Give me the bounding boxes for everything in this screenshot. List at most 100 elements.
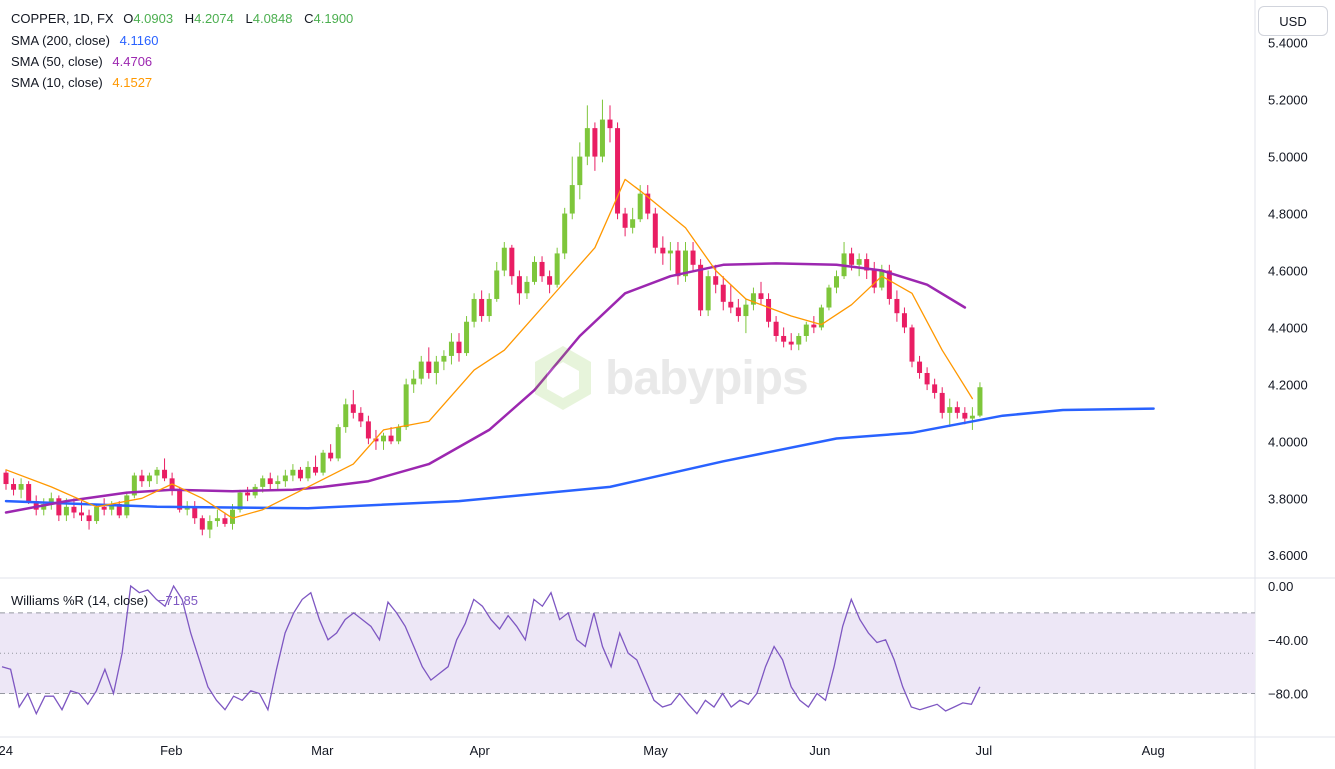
williams-r-line: [1, 584, 981, 716]
candle: [977, 382, 983, 418]
babypips-logo-icon: [535, 346, 591, 410]
symbol-label[interactable]: COPPER, 1D, FX: [11, 11, 114, 26]
open-key: O: [123, 11, 134, 26]
candle: [320, 449, 326, 476]
candle: [139, 469, 145, 487]
candle: [464, 316, 470, 356]
williams-r-legend[interactable]: Williams %R (14, close) −71.85: [11, 590, 198, 611]
candle: [426, 347, 432, 379]
candle: [924, 367, 930, 391]
candle: [305, 461, 311, 482]
sma50-legend[interactable]: SMA (50, close) 4.4706: [11, 51, 152, 72]
watermark-text: babypips: [605, 351, 809, 405]
candle: [818, 304, 824, 331]
sma200-label: SMA (200, close): [11, 33, 110, 48]
time-tick-label: Aug: [1142, 743, 1165, 758]
candle: [962, 407, 968, 425]
candle: [350, 390, 356, 419]
sma50-line: [4, 262, 967, 514]
candle: [433, 355, 439, 385]
candle: [841, 242, 847, 280]
candle: [660, 236, 666, 265]
time-tick-label: Mar: [311, 743, 334, 758]
candle: [282, 469, 288, 487]
candle: [154, 466, 160, 485]
candle: [26, 481, 32, 504]
candle: [667, 242, 673, 271]
currency-button[interactable]: USD: [1258, 6, 1328, 36]
candle: [56, 495, 62, 522]
wr-tick-label: 0.00: [1268, 579, 1293, 594]
candle: [728, 284, 734, 314]
high-key: H: [184, 11, 195, 26]
sma200-legend[interactable]: SMA (200, close) 4.1160: [11, 30, 158, 51]
candle: [131, 472, 137, 499]
candle: [11, 478, 17, 496]
candle: [222, 512, 228, 527]
candle: [856, 253, 862, 277]
candle: [267, 472, 273, 490]
candle: [207, 515, 213, 539]
sma10-line: [5, 178, 974, 519]
candle: [192, 501, 198, 524]
high-value: 4.2074: [194, 11, 234, 26]
candle: [645, 185, 651, 220]
candle: [683, 242, 688, 282]
candle: [86, 509, 92, 530]
axes: 5.4000 5.2000 5.0000 4.8000 4.6000 4.4000 4.20…: [0, 36, 1308, 758]
candle: [547, 270, 553, 294]
candle: [735, 298, 741, 322]
candle: [101, 498, 107, 516]
price-tick-label: 4.6000: [1268, 263, 1308, 278]
candle: [584, 105, 590, 166]
candle: [939, 387, 945, 419]
candle: [622, 207, 628, 237]
candle: [652, 207, 658, 254]
candle: [162, 458, 168, 482]
price-tick-label: 3.6000: [1268, 548, 1308, 563]
candle: [577, 142, 583, 200]
candle: [826, 284, 832, 311]
candle: [48, 492, 54, 510]
candle: [720, 276, 726, 311]
candle: [607, 105, 613, 143]
candle: [388, 427, 394, 445]
close-value: 4.1900: [313, 11, 354, 26]
candle: [456, 333, 462, 362]
candle: [403, 378, 409, 430]
wr-tick-label: −40.00: [1268, 633, 1308, 648]
time-tick-label: Jun: [809, 743, 830, 758]
sma10-legend[interactable]: SMA (10, close) 4.1527: [11, 72, 152, 93]
candle: [516, 270, 522, 305]
candle: [766, 293, 772, 328]
candle: [796, 333, 802, 351]
candle: [3, 469, 9, 490]
candle: [592, 122, 598, 171]
low-value: 4.0848: [252, 11, 293, 26]
candle: [917, 355, 923, 379]
sma50-label: SMA (50, close): [11, 54, 103, 69]
moving-averages: [4, 178, 1155, 519]
candle: [569, 156, 575, 220]
sma200-line: [4, 407, 1155, 510]
candle: [486, 293, 492, 322]
candle: [245, 486, 251, 502]
candle: [509, 244, 515, 285]
candle: [343, 398, 349, 433]
candle: [834, 270, 839, 294]
candle: [381, 432, 386, 450]
close-key: C: [304, 11, 314, 26]
candle: [471, 293, 477, 328]
candle: [969, 407, 975, 430]
candle: [524, 276, 530, 299]
open-value: 4.0903: [133, 11, 174, 26]
candle: [479, 290, 485, 322]
candle: [146, 472, 152, 487]
candle: [411, 370, 417, 393]
candle: [275, 475, 281, 490]
candle: [675, 242, 681, 285]
candle: [539, 256, 545, 282]
candle: [954, 401, 960, 419]
candle: [773, 316, 779, 342]
